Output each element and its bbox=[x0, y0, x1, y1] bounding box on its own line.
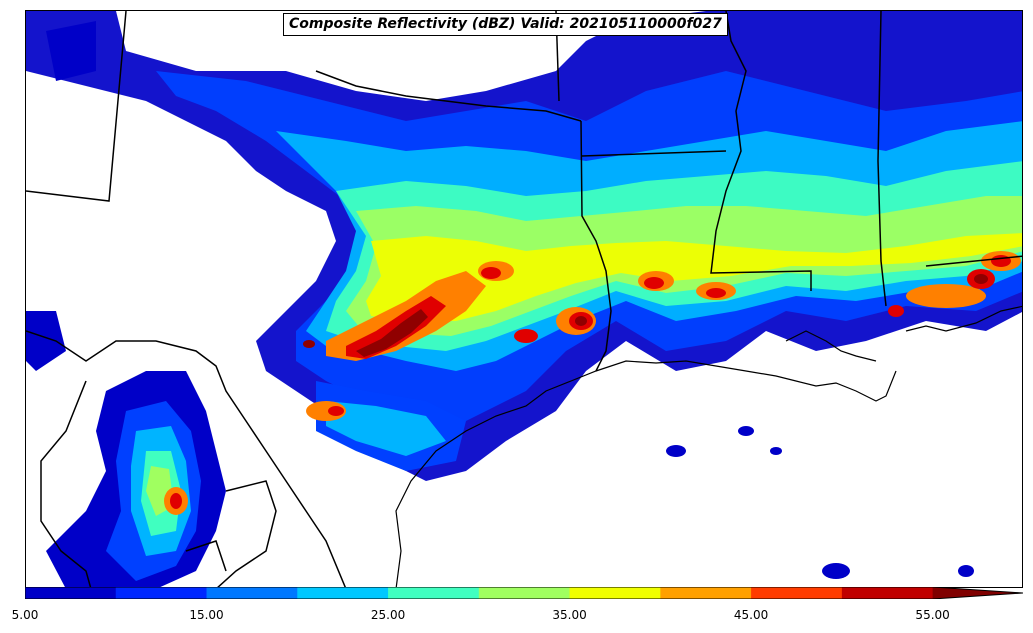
colorbar-extend-arrow bbox=[932, 587, 1023, 599]
colorbar bbox=[25, 587, 1023, 599]
colorbar-tick-label: 25.00 bbox=[370, 608, 406, 622]
colorbar-bin bbox=[297, 587, 389, 599]
colorbar-bin bbox=[841, 587, 934, 599]
colorbar-bin bbox=[25, 587, 117, 599]
colorbar-tick-label: 5.00 bbox=[11, 608, 39, 622]
colorbar-tick-label: 15.00 bbox=[189, 608, 224, 622]
reflectivity-map bbox=[26, 11, 1022, 587]
colorbar-tick-label: 35.00 bbox=[552, 608, 587, 622]
colorbar-bin bbox=[478, 587, 571, 599]
colorbar-bin bbox=[751, 587, 843, 599]
radar-echo-layer-strong bbox=[366, 233, 1022, 321]
colorbar-bin bbox=[206, 587, 298, 599]
colorbar-bin bbox=[660, 587, 752, 599]
colorbar-tick-label: 45.00 bbox=[733, 608, 769, 622]
radar-echo-layer-extreme bbox=[303, 274, 988, 357]
colorbar-bin bbox=[569, 587, 661, 599]
map-panel bbox=[25, 10, 1023, 588]
map-boundaries bbox=[26, 11, 1022, 587]
coastline bbox=[395, 305, 1022, 587]
colorbar-tick-label: 55.00 bbox=[915, 608, 950, 622]
colorbar-bin bbox=[388, 587, 480, 599]
colorbar-bin bbox=[115, 587, 208, 599]
colorbar-outline bbox=[25, 587, 1023, 599]
map-title: Composite Reflectivity (dBZ) Valid: 2021… bbox=[283, 13, 728, 36]
